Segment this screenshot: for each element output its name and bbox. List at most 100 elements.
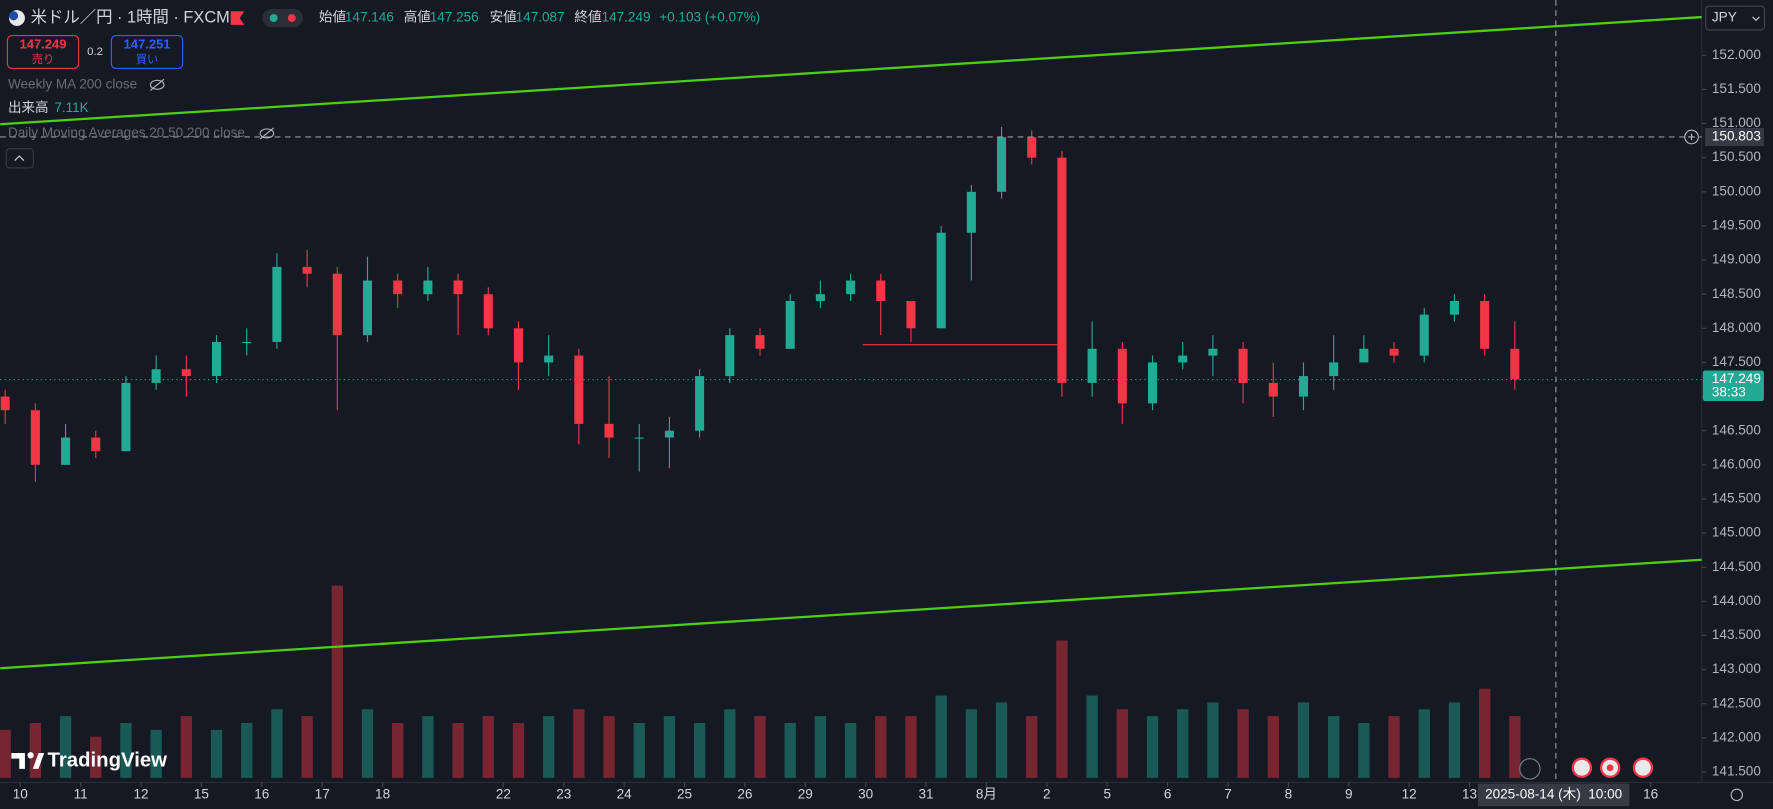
candle-body [1389, 348, 1399, 356]
candle-body [695, 376, 705, 431]
replay-button[interactable] [1519, 758, 1541, 780]
crosshair-price-tag [1705, 127, 1764, 147]
candle-body [181, 369, 191, 377]
volume-bar [724, 709, 736, 778]
candle-body [1480, 301, 1490, 349]
ohlc-label: 始値 [319, 10, 346, 25]
x-tick-label: 25 [677, 786, 692, 801]
last-price-label: 147.249 [1712, 371, 1761, 386]
hide-icon[interactable] [259, 127, 275, 140]
volume-bar [1207, 702, 1219, 778]
candle-body [1117, 348, 1127, 404]
y-tick-label: 148.000 [1712, 320, 1761, 335]
candle-body [634, 437, 644, 439]
last-price-tag [1702, 370, 1764, 402]
volume-bar [1297, 702, 1310, 778]
status-dot [287, 14, 296, 23]
candle-body [212, 341, 222, 377]
y-tick-label: 141.500 [1712, 764, 1761, 779]
y-tick-label: 146.000 [1712, 456, 1761, 471]
volume-bar [1478, 688, 1491, 778]
x-tick-label: 22 [496, 786, 511, 801]
event-flag-dot [1606, 764, 1614, 772]
status-dot [269, 14, 278, 23]
volume-bar [210, 729, 223, 778]
hide-icon[interactable] [149, 78, 165, 91]
collapse-button[interactable] [5, 148, 34, 169]
volume-bar [754, 716, 766, 778]
flag-icon[interactable] [230, 11, 245, 25]
candle-body [1419, 314, 1429, 356]
x-tick-label: 13 [1462, 786, 1477, 801]
volume-bar [1237, 709, 1249, 778]
candle-body [755, 335, 765, 349]
volume-bar [301, 716, 313, 778]
settings-button[interactable] [1730, 788, 1743, 802]
candle-body [151, 369, 161, 383]
candle-body [91, 437, 101, 452]
brand-logo[interactable] [11, 752, 45, 769]
x-tick-label: 29 [798, 786, 813, 801]
change-value: +0.103 (+0.07%) [659, 10, 760, 25]
y-tick-label: 150.500 [1712, 149, 1761, 164]
volume-bar [905, 716, 917, 778]
candle-body [936, 232, 946, 329]
indicator-value: 7.11K [54, 100, 88, 115]
volume-bar [361, 709, 374, 778]
candle-body [1510, 348, 1520, 380]
candle-body [1329, 362, 1339, 377]
indicator-name[interactable]: Weekly MA 200 close [8, 76, 137, 91]
volume-bar [935, 695, 947, 778]
indicator-name[interactable]: 出来高 [8, 99, 49, 115]
symbol-title[interactable]: 米ドル／円 · 1時間 · FXCM [31, 8, 230, 26]
volume-bar [1026, 716, 1038, 778]
currency-select[interactable] [1705, 5, 1766, 31]
candle-body [906, 301, 916, 329]
candle-body [1027, 137, 1037, 158]
x-tick-label: 9 [1345, 786, 1353, 801]
y-tick-label: 152.000 [1712, 47, 1761, 62]
y-tick-label: 146.500 [1712, 422, 1761, 437]
volume-bar [1177, 709, 1189, 778]
x-tick-label: 11 [74, 786, 88, 801]
candle-body [966, 191, 976, 233]
candle-body [1208, 348, 1218, 356]
x-tick-label: 6 [1164, 786, 1172, 801]
volume-bar [392, 722, 404, 778]
y-tick-label: 149.500 [1712, 218, 1761, 233]
brand-name: TradingView [48, 749, 168, 771]
x-tick-label: 5 [1103, 786, 1111, 801]
status-pill[interactable] [262, 9, 304, 28]
x-tick-label: 15 [194, 786, 209, 801]
trend-line [0, 15, 1702, 126]
buy-button[interactable] [110, 35, 184, 69]
volume-bar [965, 709, 978, 778]
indicator-name[interactable]: Daily Moving Averages 20 50 200 close [8, 125, 245, 140]
candle-body [604, 423, 614, 438]
x-tick-label: 30 [858, 786, 873, 801]
volume-bar [1086, 695, 1098, 778]
candle-body [1147, 362, 1158, 404]
event-flag[interactable] [1632, 757, 1654, 778]
volume-bar [1448, 702, 1461, 778]
plus-icon [1688, 133, 1695, 141]
volume-bar [1267, 716, 1279, 778]
symbol-icon-flag [9, 11, 19, 21]
sell-button[interactable] [6, 35, 80, 69]
volume-bar [512, 722, 525, 778]
candle-body [1087, 348, 1097, 383]
candle-body [242, 341, 252, 344]
volume-bar [1328, 716, 1340, 778]
event-flag[interactable] [1571, 757, 1593, 778]
crosshair-price-label: 150.803 [1712, 129, 1761, 144]
x-tick-label: 8月 [976, 786, 997, 801]
volume-bar [814, 716, 827, 778]
volume-bar [633, 722, 645, 778]
y-tick-label: 145.000 [1712, 525, 1761, 540]
ohlc-value: 147.256 [430, 10, 479, 25]
candle-body [302, 266, 312, 274]
